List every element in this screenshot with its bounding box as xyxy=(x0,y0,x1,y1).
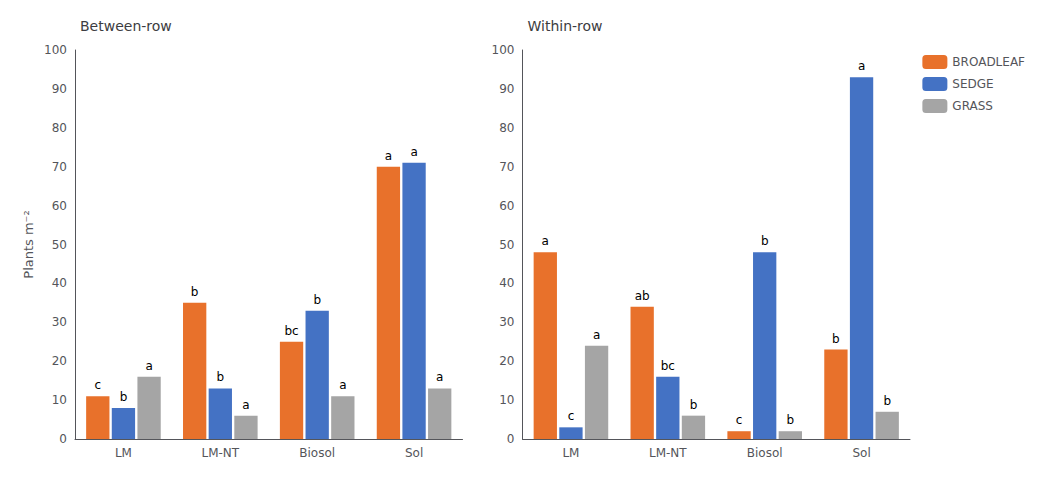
svg-text:a: a xyxy=(593,328,600,342)
svg-text:bc: bc xyxy=(284,324,298,338)
svg-text:a: a xyxy=(385,149,392,163)
svg-text:Within-row: Within-row xyxy=(528,18,603,34)
svg-text:bc: bc xyxy=(661,359,675,373)
svg-text:Biosol: Biosol xyxy=(747,446,783,460)
svg-text:10: 10 xyxy=(499,393,514,407)
svg-text:LM-NT: LM-NT xyxy=(649,446,687,460)
svg-text:0: 0 xyxy=(507,432,515,446)
svg-text:50: 50 xyxy=(52,238,67,252)
svg-text:ab: ab xyxy=(635,289,650,303)
svg-text:20: 20 xyxy=(499,354,514,368)
svg-text:Plants m⁻²: Plants m⁻² xyxy=(21,210,36,278)
svg-text:70: 70 xyxy=(52,160,67,174)
svg-text:b: b xyxy=(690,398,698,412)
svg-text:80: 80 xyxy=(52,121,67,135)
svg-text:30: 30 xyxy=(52,315,67,329)
svg-text:20: 20 xyxy=(52,354,67,368)
svg-text:a: a xyxy=(542,234,549,248)
svg-text:b: b xyxy=(761,234,769,248)
svg-text:b: b xyxy=(787,413,795,427)
svg-text:100: 100 xyxy=(492,43,515,57)
svg-text:SEDGE: SEDGE xyxy=(952,77,993,91)
svg-text:b: b xyxy=(313,293,321,307)
svg-text:a: a xyxy=(242,398,249,412)
svg-text:70: 70 xyxy=(499,160,514,174)
svg-text:b: b xyxy=(217,370,225,384)
svg-text:90: 90 xyxy=(499,82,514,96)
svg-text:Between-row: Between-row xyxy=(80,18,172,34)
svg-text:Biosol: Biosol xyxy=(299,446,335,460)
svg-text:a: a xyxy=(339,378,346,392)
svg-text:30: 30 xyxy=(499,315,514,329)
svg-text:50: 50 xyxy=(499,238,514,252)
svg-text:10: 10 xyxy=(52,393,67,407)
svg-text:0: 0 xyxy=(59,432,67,446)
svg-text:BROADLEAF: BROADLEAF xyxy=(952,55,1025,69)
svg-text:c: c xyxy=(736,413,743,427)
svg-text:a: a xyxy=(410,145,417,159)
svg-text:40: 40 xyxy=(52,276,67,290)
svg-text:b: b xyxy=(191,285,199,299)
svg-text:60: 60 xyxy=(499,199,514,213)
svg-text:b: b xyxy=(832,332,840,346)
svg-text:Sol: Sol xyxy=(852,446,870,460)
svg-text:90: 90 xyxy=(52,82,67,96)
svg-text:a: a xyxy=(145,359,152,373)
svg-text:LM-NT: LM-NT xyxy=(201,446,239,460)
svg-text:LM: LM xyxy=(562,446,579,460)
svg-text:LM: LM xyxy=(115,446,132,460)
svg-text:a: a xyxy=(858,59,865,73)
svg-text:b: b xyxy=(120,390,128,404)
svg-text:c: c xyxy=(568,409,575,423)
svg-text:b: b xyxy=(883,394,891,408)
svg-text:100: 100 xyxy=(44,43,67,57)
svg-text:c: c xyxy=(94,378,101,392)
svg-text:Sol: Sol xyxy=(405,446,423,460)
svg-text:GRASS: GRASS xyxy=(952,99,993,113)
svg-text:a: a xyxy=(436,370,443,384)
svg-text:40: 40 xyxy=(499,276,514,290)
svg-text:80: 80 xyxy=(499,121,514,135)
svg-text:60: 60 xyxy=(52,199,67,213)
